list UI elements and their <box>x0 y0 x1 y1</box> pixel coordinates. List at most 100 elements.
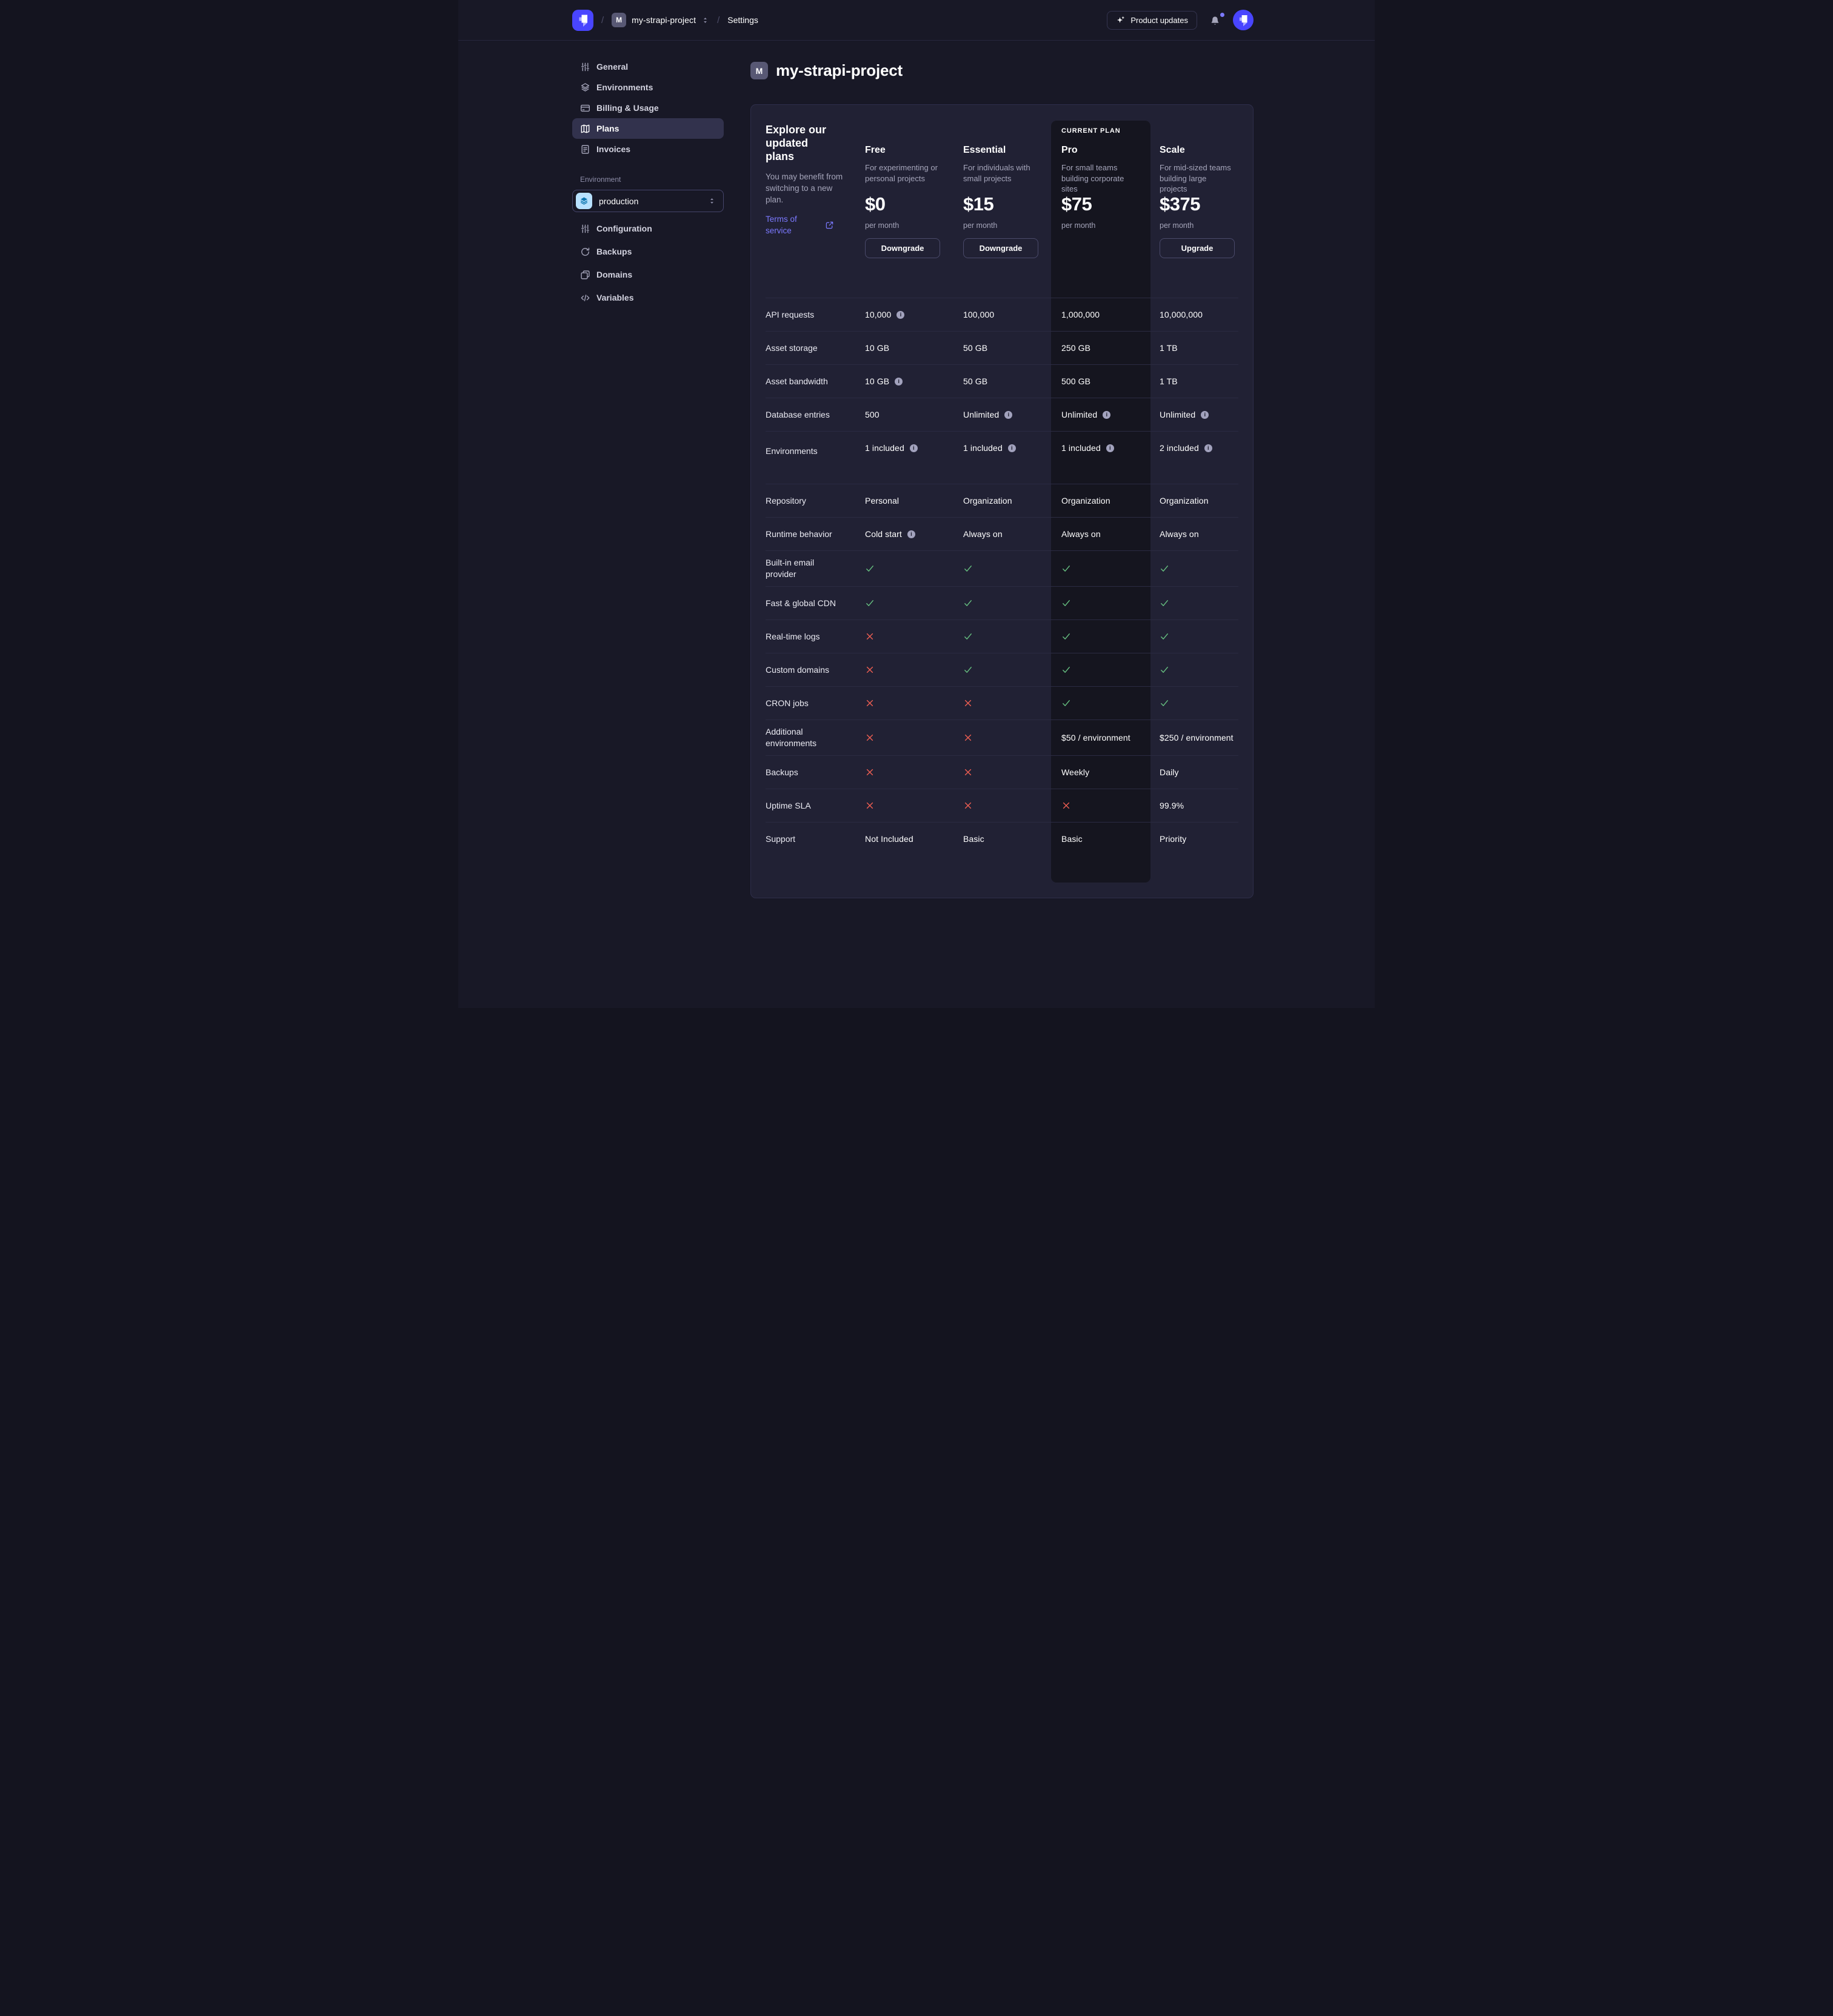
strapi-logo[interactable] <box>572 9 593 31</box>
feature-value: Always on <box>1160 517 1238 550</box>
feature-label: Environments <box>766 431 865 484</box>
feature-value <box>963 686 1061 719</box>
info-icon[interactable]: i <box>1007 444 1016 452</box>
value-text: 500 GB <box>1061 376 1091 386</box>
sidebar-item-backups[interactable]: Backups <box>572 241 724 262</box>
feature-value: Organization <box>1051 484 1160 517</box>
feature-value <box>865 586 963 619</box>
sidebar-item-label: Billing & Usage <box>596 103 659 113</box>
feature-value <box>1051 686 1160 719</box>
info-icon[interactable]: i <box>896 310 905 319</box>
upgrade-button-scale[interactable]: Upgrade <box>1160 238 1235 258</box>
info-icon[interactable]: i <box>1106 444 1114 452</box>
value-text: Not Included <box>865 834 913 844</box>
feature-label: Additional environments <box>766 719 865 755</box>
feature-value <box>1051 789 1160 822</box>
value-text: $250 / environment <box>1160 733 1234 743</box>
feature-value: Daily <box>1160 755 1238 789</box>
feature-value: Personal <box>865 484 963 517</box>
notifications-bell[interactable] <box>1209 12 1224 26</box>
sidebar-item-label: Configuration <box>596 224 652 233</box>
feature-value <box>865 653 963 686</box>
plans-footer-row <box>766 855 1238 898</box>
terms-of-service-link[interactable]: Terms of service <box>766 213 848 236</box>
feature-value <box>1160 619 1238 653</box>
plan-description: For experimenting or personal projects <box>865 163 938 183</box>
product-updates-button[interactable]: Product updates <box>1107 10 1197 30</box>
downgrade-button-essential[interactable]: Downgrade <box>963 238 1038 258</box>
feature-value <box>1051 586 1160 619</box>
cross-icon <box>1063 802 1070 809</box>
cross-icon <box>866 802 873 809</box>
feature-value <box>1160 653 1238 686</box>
value-text: Organization <box>1061 496 1110 506</box>
info-icon[interactable]: i <box>907 530 915 538</box>
feature-value: Unlimited i <box>963 398 1061 431</box>
sidebar-item-configuration[interactable]: Configuration <box>572 218 724 239</box>
feature-value <box>865 755 963 789</box>
check-icon <box>1161 566 1168 572</box>
sidebar-item-variables[interactable]: Variables <box>572 287 724 308</box>
feature-value <box>1051 653 1160 686</box>
environment-select-value: production <box>599 196 639 206</box>
notification-dot <box>1220 12 1224 17</box>
avatar-mark-icon <box>1239 15 1247 27</box>
project-switcher[interactable]: M my-strapi-project <box>612 13 709 27</box>
feature-value <box>1160 550 1238 586</box>
feature-value: Organization <box>963 484 1061 517</box>
sidebar-item-invoices[interactable]: Invoices <box>572 139 724 159</box>
feature-value: Basic <box>963 822 1061 855</box>
feature-row-real-time-logs: Real-time logs <box>766 619 1238 653</box>
feature-row-fast-global-cdn: Fast & global CDN <box>766 586 1238 619</box>
feature-row-custom-domains: Custom domains <box>766 653 1238 686</box>
feature-row-repository: Repository Personal Organization Organizati… <box>766 484 1238 517</box>
main-content: M my-strapi-project Explore our updated … <box>750 56 1254 898</box>
value-text: 10 GB <box>865 343 890 353</box>
feature-row-api-requests: API requests 10,000 i 100,000 1,000,000 10,00… <box>766 298 1238 331</box>
feature-value: 50 GB <box>963 364 1061 398</box>
plan-period: per month <box>963 221 998 230</box>
sidebar-item-billing-usage[interactable]: Billing & Usage <box>572 98 724 118</box>
plan-price: $15 <box>963 193 994 215</box>
info-icon[interactable]: i <box>1103 410 1111 419</box>
topbar-actions: Product updates <box>1107 10 1254 30</box>
info-icon[interactable]: i <box>1204 444 1212 452</box>
value-text: Always on <box>963 529 1003 539</box>
sidebar-item-label: Environments <box>596 82 653 92</box>
info-icon[interactable]: i <box>895 377 903 386</box>
feature-row-environments: Environments 1 included i 1 included i 1 incl… <box>766 431 1238 484</box>
user-avatar[interactable] <box>1233 10 1254 30</box>
feature-value: Unlimited i <box>1051 398 1160 431</box>
feature-value: 1 included i <box>865 431 963 484</box>
feature-row-asset-storage: Asset storage 10 GB 50 GB 250 GB 1 TB <box>766 331 1238 364</box>
check-icon <box>1161 700 1168 706</box>
plan-name: Essential <box>963 145 1006 155</box>
plan-period: per month <box>865 221 900 230</box>
value-text: 10,000 <box>865 310 892 319</box>
feature-value <box>865 550 963 586</box>
sidebar-item-plans[interactable]: Plans <box>572 118 724 139</box>
sidebar-item-environments[interactable]: Environments <box>572 77 724 98</box>
info-icon[interactable]: i <box>909 444 918 452</box>
feature-label: API requests <box>766 298 865 331</box>
topbar: / M my-strapi-project / Settings Product… <box>458 0 1375 41</box>
environment-section-label: Environment <box>580 175 621 184</box>
feature-value: Always on <box>1051 517 1160 550</box>
value-text: Unlimited <box>1160 410 1196 419</box>
value-text: 1 included <box>1061 443 1101 453</box>
plan-column-free: Free For experimenting or personal proje… <box>865 105 963 298</box>
sidebar-item-domains[interactable]: Domains <box>572 264 724 285</box>
feature-value <box>1160 586 1238 619</box>
check-icon <box>866 566 873 572</box>
feature-value: 1 TB <box>1160 364 1238 398</box>
sidebar-item-general[interactable]: General <box>572 56 724 77</box>
info-icon[interactable]: i <box>1201 410 1209 419</box>
plan-price: $0 <box>865 193 886 215</box>
info-icon[interactable]: i <box>1004 410 1013 419</box>
feature-label: Asset bandwidth <box>766 364 865 398</box>
downgrade-button-free[interactable]: Downgrade <box>865 238 940 258</box>
feature-value: 1 TB <box>1160 331 1238 364</box>
environment-select[interactable]: production <box>572 190 724 212</box>
feature-value: 10,000,000 <box>1160 298 1238 331</box>
feature-value <box>1160 686 1238 719</box>
